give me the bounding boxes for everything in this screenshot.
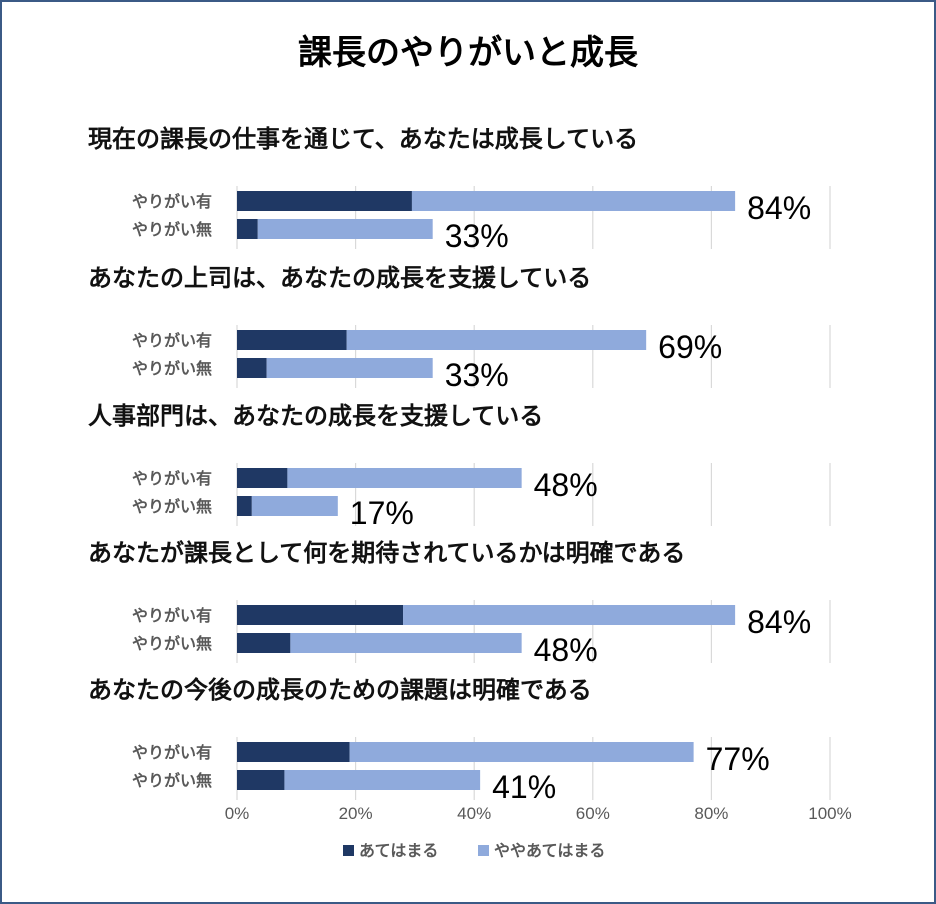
x-tick-label: 100%: [808, 804, 851, 823]
x-tick-label: 60%: [576, 804, 610, 823]
x-tick-label: 20%: [339, 804, 373, 823]
legend-swatch: [478, 845, 489, 856]
chart-title: 課長のやりがいと成長: [298, 33, 639, 73]
panel-question: あなたが課長として何を期待されているかは明確である: [88, 539, 685, 567]
bar-segment-yaya-atehamaru: [290, 633, 522, 653]
bar-segment-yaya-atehamaru: [346, 330, 647, 350]
category-label: やりがい有: [132, 192, 212, 211]
x-tick-label: 40%: [457, 804, 491, 823]
category-label: やりがい無: [132, 634, 212, 653]
category-label: やりがい有: [132, 331, 212, 350]
data-label-total: 69%: [658, 329, 722, 365]
bar-segment-atehamaru: [237, 633, 291, 653]
bar-segment-atehamaru: [237, 468, 288, 488]
category-label: やりがい無: [132, 771, 212, 790]
legend-label: ややあてはまる: [494, 841, 605, 860]
category-label: やりがい無: [132, 359, 212, 378]
data-label-total: 84%: [747, 604, 811, 640]
data-label-total: 48%: [534, 632, 598, 668]
panel-question: 現在の課長の仕事を通じて、あなたは成長している: [88, 125, 638, 153]
legend-swatch: [343, 845, 354, 856]
bar-segment-atehamaru: [237, 191, 412, 211]
data-label-total: 41%: [492, 769, 556, 805]
bar-segment-atehamaru: [237, 770, 285, 790]
bar-segment-atehamaru: [237, 742, 350, 762]
category-label: やりがい有: [132, 606, 212, 625]
data-label-total: 17%: [350, 495, 414, 531]
bar-segment-atehamaru: [237, 330, 347, 350]
data-label-total: 48%: [534, 467, 598, 503]
data-label-total: 33%: [445, 357, 509, 393]
panel-question: あなたの上司は、あなたの成長を支援している: [88, 264, 591, 292]
bar-segment-yaya-atehamaru: [284, 770, 481, 790]
bar-segment-yaya-atehamaru: [411, 191, 736, 211]
panel-question: 人事部門は、あなたの成長を支援している: [88, 402, 543, 430]
bar-segment-atehamaru: [237, 219, 258, 239]
bar-segment-yaya-atehamaru: [257, 219, 433, 239]
bar-segment-yaya-atehamaru: [287, 468, 522, 488]
bar-segment-yaya-atehamaru: [349, 742, 694, 762]
bar-segment-yaya-atehamaru: [266, 358, 433, 378]
category-label: やりがい無: [132, 220, 212, 239]
bar-segment-yaya-atehamaru: [251, 496, 338, 516]
data-label-total: 84%: [747, 190, 811, 226]
panel-question: あなたの今後の成長のための課題は明確である: [88, 676, 592, 704]
bar-segment-yaya-atehamaru: [403, 605, 736, 625]
bar-segment-atehamaru: [237, 496, 252, 516]
bar-segment-atehamaru: [237, 358, 267, 378]
data-label-total: 77%: [706, 741, 770, 777]
category-label: やりがい有: [132, 469, 212, 488]
bar-segment-atehamaru: [237, 605, 404, 625]
category-label: やりがい有: [132, 743, 212, 762]
category-label: やりがい無: [132, 497, 212, 516]
legend-label: あてはまる: [359, 841, 438, 860]
data-label-total: 33%: [445, 218, 509, 254]
x-tick-label: 80%: [694, 804, 728, 823]
x-tick-label: 0%: [225, 804, 250, 823]
